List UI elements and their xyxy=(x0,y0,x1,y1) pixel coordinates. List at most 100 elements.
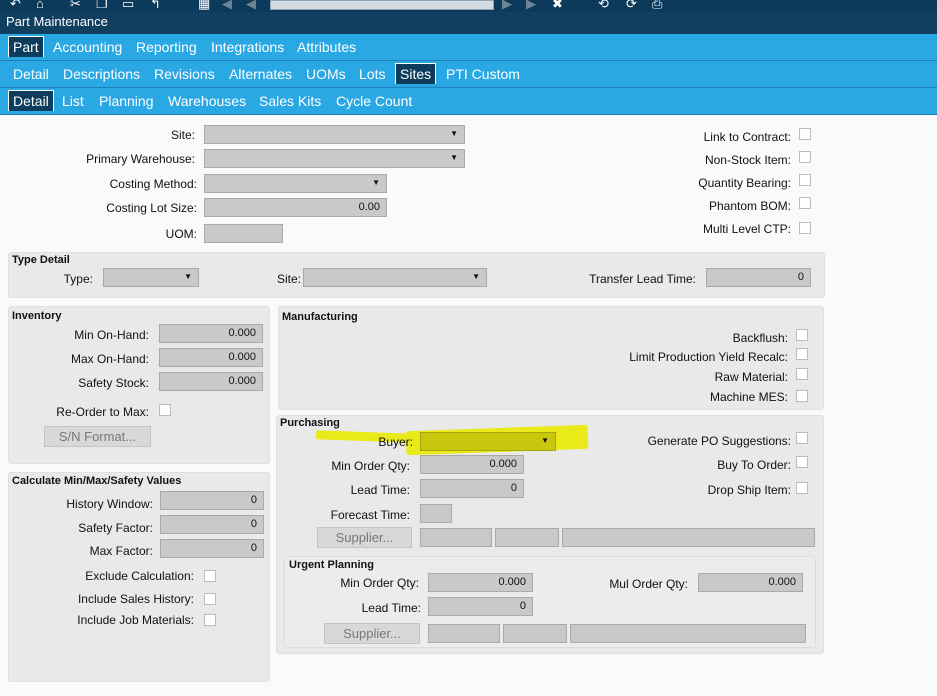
copy-icon[interactable]: ❐ xyxy=(96,0,108,11)
purchasing-supplier-name-field[interactable] xyxy=(562,528,815,547)
type-site-dropdown[interactable]: ▼ xyxy=(303,268,487,287)
tab-sites[interactable]: Sites xyxy=(395,63,437,84)
tabs-level3: Detail List Planning Warehouses Sales Ki… xyxy=(0,88,937,115)
manufacturing-panel xyxy=(278,306,824,410)
tab-sub-detail[interactable]: Detail xyxy=(8,90,54,111)
purchasing-lead-time-field[interactable]: 0 xyxy=(420,479,524,498)
tab-lots[interactable]: Lots xyxy=(359,66,386,82)
type-dropdown[interactable]: ▼ xyxy=(103,268,199,287)
reorder-to-max-checkbox[interactable] xyxy=(159,404,171,416)
purchasing-supplier-button[interactable]: Supplier... xyxy=(317,527,412,548)
tab-integrations[interactable]: Integrations xyxy=(211,39,285,55)
include-sales-checkbox[interactable] xyxy=(204,593,216,605)
attach-icon[interactable]: ⟳ xyxy=(626,0,637,11)
tab-part[interactable]: Part xyxy=(8,36,44,57)
costing-lot-size-label: Costing Lot Size: xyxy=(106,201,197,215)
history-window-field[interactable]: 0 xyxy=(160,491,264,510)
link-to-contract-checkbox[interactable] xyxy=(799,128,811,140)
purchasing-supplier-id-field[interactable] xyxy=(420,528,492,547)
non-stock-item-checkbox[interactable] xyxy=(799,151,811,163)
buy-to-order-checkbox[interactable] xyxy=(796,456,808,468)
raw-material-checkbox[interactable] xyxy=(796,368,808,380)
phantom-bom-checkbox[interactable] xyxy=(799,197,811,209)
calc-title: Calculate Min/Max/Safety Values xyxy=(12,475,182,487)
limit-yield-label: Limit Production Yield Recalc: xyxy=(629,350,788,364)
tab-detail[interactable]: Detail xyxy=(13,66,49,82)
exclude-calc-checkbox[interactable] xyxy=(204,570,216,582)
delete-icon[interactable]: ✖ xyxy=(552,0,563,11)
tag-icon[interactable]: ⌂ xyxy=(36,0,44,11)
max-on-hand-field[interactable]: 0.000 xyxy=(159,348,263,367)
next-icon[interactable]: ▶ xyxy=(502,0,512,11)
tab-uoms[interactable]: UOMs xyxy=(306,66,346,82)
tab-reporting[interactable]: Reporting xyxy=(136,39,197,55)
generate-po-checkbox[interactable] xyxy=(796,432,808,444)
urgent-supplier-button[interactable]: Supplier... xyxy=(324,623,420,644)
primary-warehouse-dropdown[interactable]: ▼ xyxy=(204,149,465,168)
tab-cycle-count[interactable]: Cycle Count xyxy=(336,93,413,109)
max-factor-field[interactable]: 0 xyxy=(160,539,264,558)
undo-icon[interactable]: ↶ xyxy=(10,0,21,11)
tab-attributes[interactable]: Attributes xyxy=(297,39,357,55)
prev-icon[interactable]: ◀ xyxy=(246,0,256,11)
refresh-icon[interactable]: ⟲ xyxy=(598,0,609,11)
last-icon[interactable]: ▶ xyxy=(526,0,536,11)
purchasing-supplier-code-field[interactable] xyxy=(495,528,559,547)
safety-factor-label: Safety Factor: xyxy=(78,521,153,535)
tab-revisions[interactable]: Revisions xyxy=(154,66,215,82)
max-on-hand-label: Max On-Hand: xyxy=(70,352,149,366)
urgent-supplier-code-field[interactable] xyxy=(503,624,567,643)
machine-mes-checkbox[interactable] xyxy=(796,390,808,402)
tab-sales-kits[interactable]: Sales Kits xyxy=(259,93,322,109)
quantity-bearing-label: Quantity Bearing: xyxy=(698,176,791,190)
first-icon[interactable]: ◀ xyxy=(222,0,232,11)
grid-icon[interactable]: ▦ xyxy=(198,0,211,11)
uom-label: UOM: xyxy=(165,227,197,241)
site-label: Site: xyxy=(170,128,195,142)
urgent-min-order-qty-field[interactable]: 0.000 xyxy=(428,573,533,592)
costing-method-label: Costing Method: xyxy=(109,177,197,191)
drop-ship-checkbox[interactable] xyxy=(796,482,808,494)
include-job-checkbox[interactable] xyxy=(204,614,216,626)
inventory-title: Inventory xyxy=(12,310,62,322)
costing-method-dropdown[interactable]: ▼ xyxy=(204,174,387,193)
tab-planning[interactable]: Planning xyxy=(99,93,154,109)
buyer-dropdown[interactable]: ▼ xyxy=(420,432,556,451)
tab-pti-custom[interactable]: PTI Custom xyxy=(446,66,520,82)
urgent-supplier-name-field[interactable] xyxy=(570,624,806,643)
safety-stock-field[interactable]: 0.000 xyxy=(159,372,263,391)
raw-material-label: Raw Material: xyxy=(714,370,788,384)
mul-order-qty-field[interactable]: 0.000 xyxy=(698,573,803,592)
tab-list[interactable]: List xyxy=(62,93,84,109)
tab-descriptions[interactable]: Descriptions xyxy=(63,66,141,82)
include-job-label: Include Job Materials: xyxy=(77,613,194,627)
multi-level-ctp-checkbox[interactable] xyxy=(799,222,811,234)
drop-ship-label: Drop Ship Item: xyxy=(707,483,791,497)
limit-yield-checkbox[interactable] xyxy=(796,348,808,360)
backflush-checkbox[interactable] xyxy=(796,329,808,341)
urgent-supplier-id-field[interactable] xyxy=(428,624,500,643)
tab-alternates[interactable]: Alternates xyxy=(229,66,293,82)
uom-field[interactable] xyxy=(204,224,283,243)
paste-icon[interactable]: ▭ xyxy=(122,0,135,11)
quantity-bearing-checkbox[interactable] xyxy=(799,174,811,186)
chevron-down-icon: ▼ xyxy=(450,129,458,138)
urgent-lead-time-field[interactable]: 0 xyxy=(428,597,533,616)
cut-icon[interactable]: ✂ xyxy=(70,0,81,11)
forecast-time-field[interactable] xyxy=(420,504,452,523)
new-icon[interactable]: ↰ xyxy=(150,0,161,11)
type-label: Type: xyxy=(63,272,93,286)
costing-lot-size-field[interactable]: 0.00 xyxy=(204,198,387,217)
tab-accounting[interactable]: Accounting xyxy=(53,39,123,55)
safety-factor-field[interactable]: 0 xyxy=(160,515,264,534)
manufacturing-title: Manufacturing xyxy=(282,311,358,323)
transfer-lead-time-field[interactable]: 0 xyxy=(706,268,811,287)
chevron-down-icon: ▼ xyxy=(372,178,380,187)
site-dropdown[interactable]: ▼ xyxy=(204,125,465,144)
tab-warehouses[interactable]: Warehouses xyxy=(168,93,247,109)
sn-format-button[interactable]: S/N Format... xyxy=(44,426,151,447)
print-icon[interactable]: ⎙ xyxy=(652,0,663,11)
purchasing-min-order-qty-field[interactable]: 0.000 xyxy=(420,455,524,474)
record-nav-field[interactable] xyxy=(270,0,494,10)
min-on-hand-field[interactable]: 0.000 xyxy=(159,324,263,343)
